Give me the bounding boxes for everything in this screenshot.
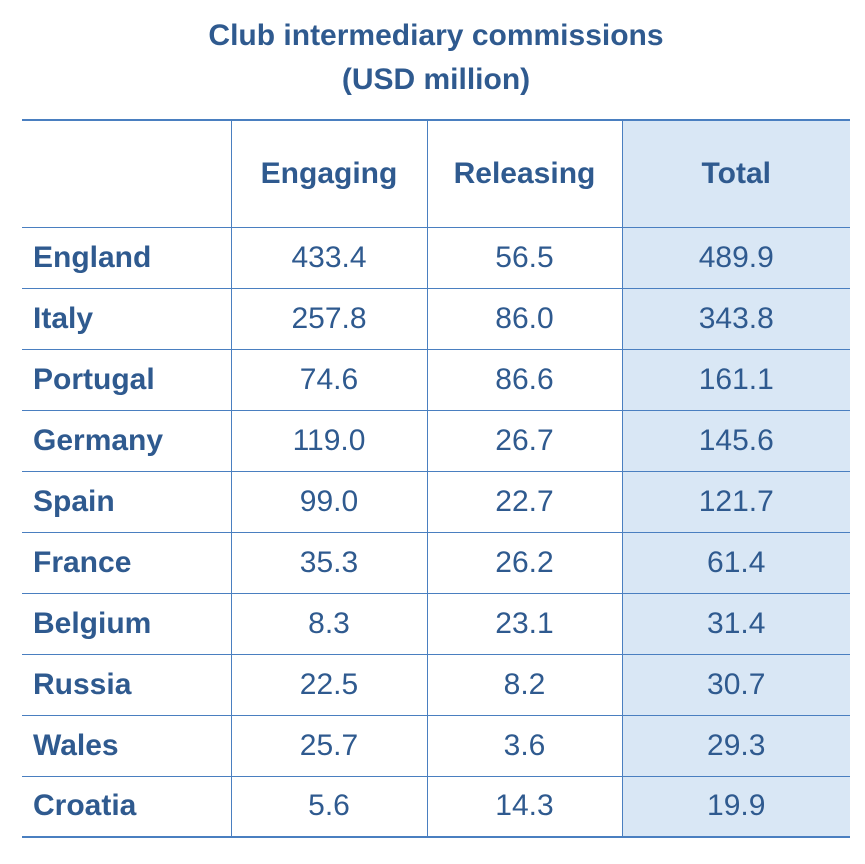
table-row: Germany 119.0 26.7 145.6	[22, 409, 850, 472]
country-cell: Croatia	[22, 775, 232, 838]
table-row: Spain 99.0 22.7 121.7	[22, 470, 850, 533]
header-country	[22, 119, 232, 228]
country-cell: Russia	[22, 653, 232, 716]
releasing-cell: 3.6	[426, 714, 623, 777]
total-cell: 30.7	[621, 653, 850, 716]
engaging-cell: 74.6	[230, 348, 428, 411]
releasing-cell: 86.0	[426, 287, 623, 350]
engaging-cell: 433.4	[230, 226, 428, 289]
releasing-cell: 26.2	[426, 531, 623, 594]
total-cell: 161.1	[621, 348, 850, 411]
header-row: Engaging Releasing Total	[22, 119, 850, 228]
total-cell: 29.3	[621, 714, 850, 777]
table-row: Russia 22.5 8.2 30.7	[22, 653, 850, 716]
table-title-line-1: Club intermediary commissions	[208, 19, 664, 52]
total-cell: 19.9	[621, 775, 850, 838]
commissions-table: Engaging Releasing Total England 433.4 56.…	[22, 119, 850, 838]
country-cell: Germany	[22, 409, 232, 472]
releasing-cell: 23.1	[426, 592, 623, 655]
releasing-cell: 8.2	[426, 653, 623, 716]
country-cell: Italy	[22, 287, 232, 350]
releasing-cell: 86.6	[426, 348, 623, 411]
country-cell: Belgium	[22, 592, 232, 655]
total-cell: 343.8	[621, 287, 850, 350]
country-cell: Portugal	[22, 348, 232, 411]
releasing-cell: 56.5	[426, 226, 623, 289]
header-engaging: Engaging	[230, 119, 428, 228]
table-row: Italy 257.8 86.0 343.8	[22, 287, 850, 350]
engaging-cell: 119.0	[230, 409, 428, 472]
table-row: Croatia 5.6 14.3 19.9	[22, 775, 850, 838]
country-cell: Spain	[22, 470, 232, 533]
header-total: Total	[621, 119, 850, 228]
engaging-cell: 22.5	[230, 653, 428, 716]
table-row: Wales 25.7 3.6 29.3	[22, 714, 850, 777]
engaging-cell: 5.6	[230, 775, 428, 838]
table-row: Portugal 74.6 86.6 161.1	[22, 348, 850, 411]
releasing-cell: 14.3	[426, 775, 623, 838]
total-cell: 121.7	[621, 470, 850, 533]
total-cell: 145.6	[621, 409, 850, 472]
total-cell: 489.9	[621, 226, 850, 289]
engaging-cell: 25.7	[230, 714, 428, 777]
total-cell: 31.4	[621, 592, 850, 655]
table-row: France 35.3 26.2 61.4	[22, 531, 850, 594]
header-releasing: Releasing	[426, 119, 623, 228]
releasing-cell: 22.7	[426, 470, 623, 533]
total-cell: 61.4	[621, 531, 850, 594]
engaging-cell: 8.3	[230, 592, 428, 655]
releasing-cell: 26.7	[426, 409, 623, 472]
engaging-cell: 257.8	[230, 287, 428, 350]
country-cell: France	[22, 531, 232, 594]
engaging-cell: 35.3	[230, 531, 428, 594]
country-cell: England	[22, 226, 232, 289]
table-title-line-2: (USD million)	[341, 63, 531, 96]
table-row: England 433.4 56.5 489.9	[22, 226, 850, 289]
country-cell: Wales	[22, 714, 232, 777]
table-title: Club intermediary commissions (USD milli…	[0, 14, 865, 102]
table-body: England 433.4 56.5 489.9 Italy 257.8 86.0 343.8…	[22, 226, 850, 838]
engaging-cell: 99.0	[230, 470, 428, 533]
table-row: Belgium 8.3 23.1 31.4	[22, 592, 850, 655]
